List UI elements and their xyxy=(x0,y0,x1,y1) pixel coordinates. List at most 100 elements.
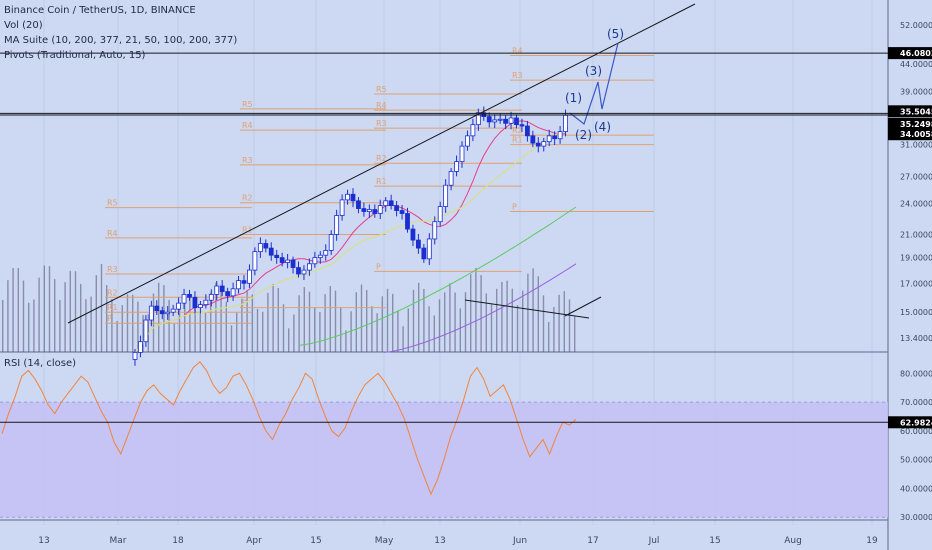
trend-line[interactable] xyxy=(67,3,696,324)
price-axis[interactable]: 52.0000 44.0000 39.0000 31.0000 27.0000 24.00… xyxy=(888,21,932,522)
candle-up[interactable] xyxy=(448,171,454,186)
drawings[interactable]: (1) (2) (3) (4) (5) xyxy=(67,3,696,324)
candle-down[interactable] xyxy=(535,142,541,147)
candle-up[interactable] xyxy=(214,285,220,295)
trend-line[interactable] xyxy=(464,299,590,319)
price-badge-label[interactable]: 34.0058 xyxy=(900,130,932,139)
candle-down[interactable] xyxy=(159,310,165,315)
candle-up[interactable] xyxy=(383,200,389,207)
candle-down[interactable] xyxy=(274,254,280,259)
price-badge-label[interactable]: 35.2498 xyxy=(900,120,932,129)
candle-up[interactable] xyxy=(317,254,323,259)
candle-up[interactable] xyxy=(443,184,449,207)
candle-down[interactable] xyxy=(154,305,160,312)
candle-down[interactable] xyxy=(219,285,225,292)
candle-up[interactable] xyxy=(132,352,138,360)
candle-up[interactable] xyxy=(170,308,176,313)
candle-down[interactable] xyxy=(503,118,509,124)
candle-down[interactable] xyxy=(225,291,231,297)
wave-label[interactable]: (4) xyxy=(594,120,611,134)
rsi-label[interactable]: RSI (14, close) xyxy=(4,358,76,369)
candle-down[interactable] xyxy=(410,228,416,241)
candle-up[interactable] xyxy=(459,145,465,163)
rsi-panel[interactable] xyxy=(0,361,888,518)
wave-label[interactable]: (3) xyxy=(585,64,602,78)
candle-up[interactable] xyxy=(230,288,236,297)
candle-up[interactable] xyxy=(312,257,318,265)
candle-up[interactable] xyxy=(475,112,481,126)
time-axis[interactable]: 13 Mar 18 Apr 15 May 13 Jun 17 Jul 15 Aug 19 xyxy=(38,536,878,546)
candle-down[interactable] xyxy=(514,117,519,126)
candle-down[interactable] xyxy=(372,209,378,214)
candle-down[interactable] xyxy=(187,294,192,298)
price-badge[interactable] xyxy=(888,117,932,130)
candle-up[interactable] xyxy=(470,124,476,137)
candle-down[interactable] xyxy=(290,259,296,268)
candle-up[interactable] xyxy=(247,269,252,284)
candle-down[interactable] xyxy=(486,116,492,123)
candle-up[interactable] xyxy=(546,135,552,143)
candle-up[interactable] xyxy=(557,131,563,140)
candle-up[interactable] xyxy=(306,263,312,271)
candle-up[interactable] xyxy=(328,234,334,251)
candle-up[interactable] xyxy=(465,135,470,147)
price-badge-label[interactable]: 62.9824 xyxy=(900,418,932,427)
wave-label[interactable]: (1) xyxy=(565,91,582,105)
candle-up[interactable] xyxy=(285,259,291,263)
candle-down[interactable] xyxy=(279,257,285,263)
price-badge-label[interactable]: 35.5045 xyxy=(900,107,932,116)
candle-up[interactable] xyxy=(492,119,498,123)
candle-down[interactable] xyxy=(530,135,536,144)
candle-up[interactable] xyxy=(497,118,503,121)
candle-up[interactable] xyxy=(366,209,372,212)
candle-up[interactable] xyxy=(138,341,143,353)
candle-down[interactable] xyxy=(296,267,301,275)
candle-up[interactable] xyxy=(165,311,171,315)
candle-up[interactable] xyxy=(541,141,547,147)
price-badge[interactable] xyxy=(888,47,932,60)
indicator-volume[interactable]: Vol (20) xyxy=(4,20,43,31)
candle-up[interactable] xyxy=(345,193,350,201)
candle-down[interactable] xyxy=(388,200,394,207)
candle-down[interactable] xyxy=(405,213,410,230)
candle-up[interactable] xyxy=(563,114,568,132)
elliott-wave-projection[interactable] xyxy=(569,42,619,125)
candle-up[interactable] xyxy=(257,243,263,253)
candle-down[interactable] xyxy=(552,135,558,140)
candle-down[interactable] xyxy=(525,125,530,137)
price-badge[interactable] xyxy=(888,128,932,141)
candle-up[interactable] xyxy=(301,269,307,275)
candle-up[interactable] xyxy=(334,215,340,235)
price-badge[interactable] xyxy=(888,416,932,429)
candle-up[interactable] xyxy=(181,294,187,304)
trend-line[interactable] xyxy=(564,296,602,317)
candle-up[interactable] xyxy=(203,299,209,306)
candle-down[interactable] xyxy=(356,200,361,209)
candle-up[interactable] xyxy=(143,319,149,343)
candle-up[interactable] xyxy=(432,221,438,240)
candle-down[interactable] xyxy=(519,124,525,127)
candle-down[interactable] xyxy=(263,243,269,249)
indicator-pivots[interactable]: Pivots (Traditional, Auto, 15) xyxy=(4,50,146,61)
candle-up[interactable] xyxy=(197,304,203,309)
wave-label[interactable]: (2) xyxy=(575,128,592,142)
candle-up[interactable] xyxy=(208,294,214,301)
candle-down[interactable] xyxy=(268,247,274,256)
candle-up[interactable] xyxy=(437,206,443,223)
candle-down[interactable] xyxy=(399,210,405,214)
candle-down[interactable] xyxy=(421,247,427,260)
candle-up[interactable] xyxy=(323,250,329,256)
candles[interactable] xyxy=(132,106,568,366)
candle-up[interactable] xyxy=(236,280,241,290)
candle-down[interactable] xyxy=(350,193,356,202)
candle-up[interactable] xyxy=(176,302,182,310)
rsi-line[interactable] xyxy=(1,361,577,496)
price-badge[interactable] xyxy=(888,105,932,118)
candle-down[interactable] xyxy=(192,296,198,309)
candle-up[interactable] xyxy=(339,199,345,216)
candle-up[interactable] xyxy=(508,117,514,124)
wave-label[interactable]: (5) xyxy=(607,27,624,41)
symbol-title[interactable]: Binance Coin / TetherUS, 1D, BINANCE xyxy=(4,5,196,16)
